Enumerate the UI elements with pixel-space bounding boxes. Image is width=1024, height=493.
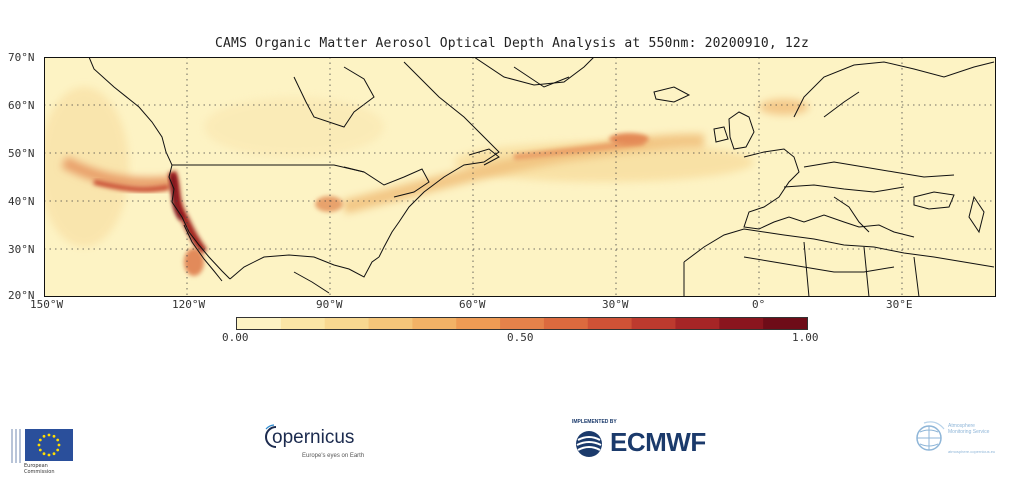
colorbar-max-label: 1.00 <box>792 331 819 344</box>
colorbar-segment <box>412 317 457 330</box>
colorbar-segment <box>500 317 545 330</box>
colorbar-segment <box>587 317 633 330</box>
copernicus-tagline: Europe's eyes on Earth <box>302 453 365 459</box>
colorbar-segment <box>543 317 589 330</box>
colorbar <box>236 317 808 330</box>
atmosphere-logo-text: Atmosphere Monitoring Service <box>948 423 990 435</box>
eu-logo-text: European Commission <box>24 463 55 475</box>
lon-label-60w: 60°W <box>459 298 486 311</box>
commission-building-icon <box>11 429 21 463</box>
colorbar-mid-label: 0.50 <box>507 331 534 344</box>
lat-label-30: 30°N <box>8 243 35 256</box>
lat-label-60: 60°N <box>8 99 35 112</box>
aerosol-map <box>44 57 996 297</box>
copernicus-wordmark: opernicus <box>272 427 355 448</box>
aerosol-plumes <box>44 87 809 276</box>
colorbar-segment <box>719 317 764 330</box>
colorbar-segment <box>675 317 720 330</box>
lat-label-70: 70°N <box>8 51 35 64</box>
colorbar-segment <box>237 317 282 330</box>
colorbar-frame <box>236 317 808 330</box>
map-frame <box>44 57 996 297</box>
atmosphere-monitoring-logo: Atmosphere Monitoring Service atmosphere… <box>912 419 1022 469</box>
colorbar-segment <box>456 317 501 330</box>
colorbar-segment <box>324 317 370 330</box>
lon-label-30e: 30°E <box>886 298 913 311</box>
ecmwf-wordmark: ECMWF <box>610 427 706 457</box>
lon-label-30w: 30°W <box>602 298 629 311</box>
colorbar-min-label: 0.00 <box>222 331 249 344</box>
coastlines <box>88 57 995 297</box>
european-commission-logo: European Commission <box>10 425 90 475</box>
graticule <box>44 57 996 297</box>
colorbar-segment <box>368 317 413 330</box>
ecmwf-emblem-icon <box>576 431 602 457</box>
colorbar-segment <box>280 317 326 330</box>
ecmwf-implemented-by: IMPLEMENTED BY <box>572 419 617 425</box>
copernicus-c-icon <box>265 424 277 448</box>
atmosphere-globe-icon <box>916 421 945 451</box>
copernicus-logo: opernicus Europe's eyes on Earth <box>262 419 382 469</box>
colorbar-segment <box>763 317 808 330</box>
logo-strip: European Commission opernicus Europe's e… <box>0 405 1024 485</box>
lon-label-120w: 120°W <box>172 298 206 311</box>
map-title: CAMS Organic Matter Aerosol Optical Dept… <box>215 36 809 51</box>
lon-label-90w: 90°W <box>316 298 343 311</box>
eu-flag-icon <box>25 429 73 461</box>
lat-label-20: 20°N <box>8 289 35 302</box>
lat-label-40: 40°N <box>8 195 35 208</box>
lat-label-50: 50°N <box>8 147 35 160</box>
lon-label-0: 0° <box>752 298 766 311</box>
colorbar-segment <box>631 317 676 330</box>
atmosphere-logo-url: atmosphere.copernicus.eu <box>948 449 996 454</box>
lon-label-150w: 150°W <box>30 298 64 311</box>
ecmwf-logo: IMPLEMENTED BY ECMWF <box>570 419 740 469</box>
